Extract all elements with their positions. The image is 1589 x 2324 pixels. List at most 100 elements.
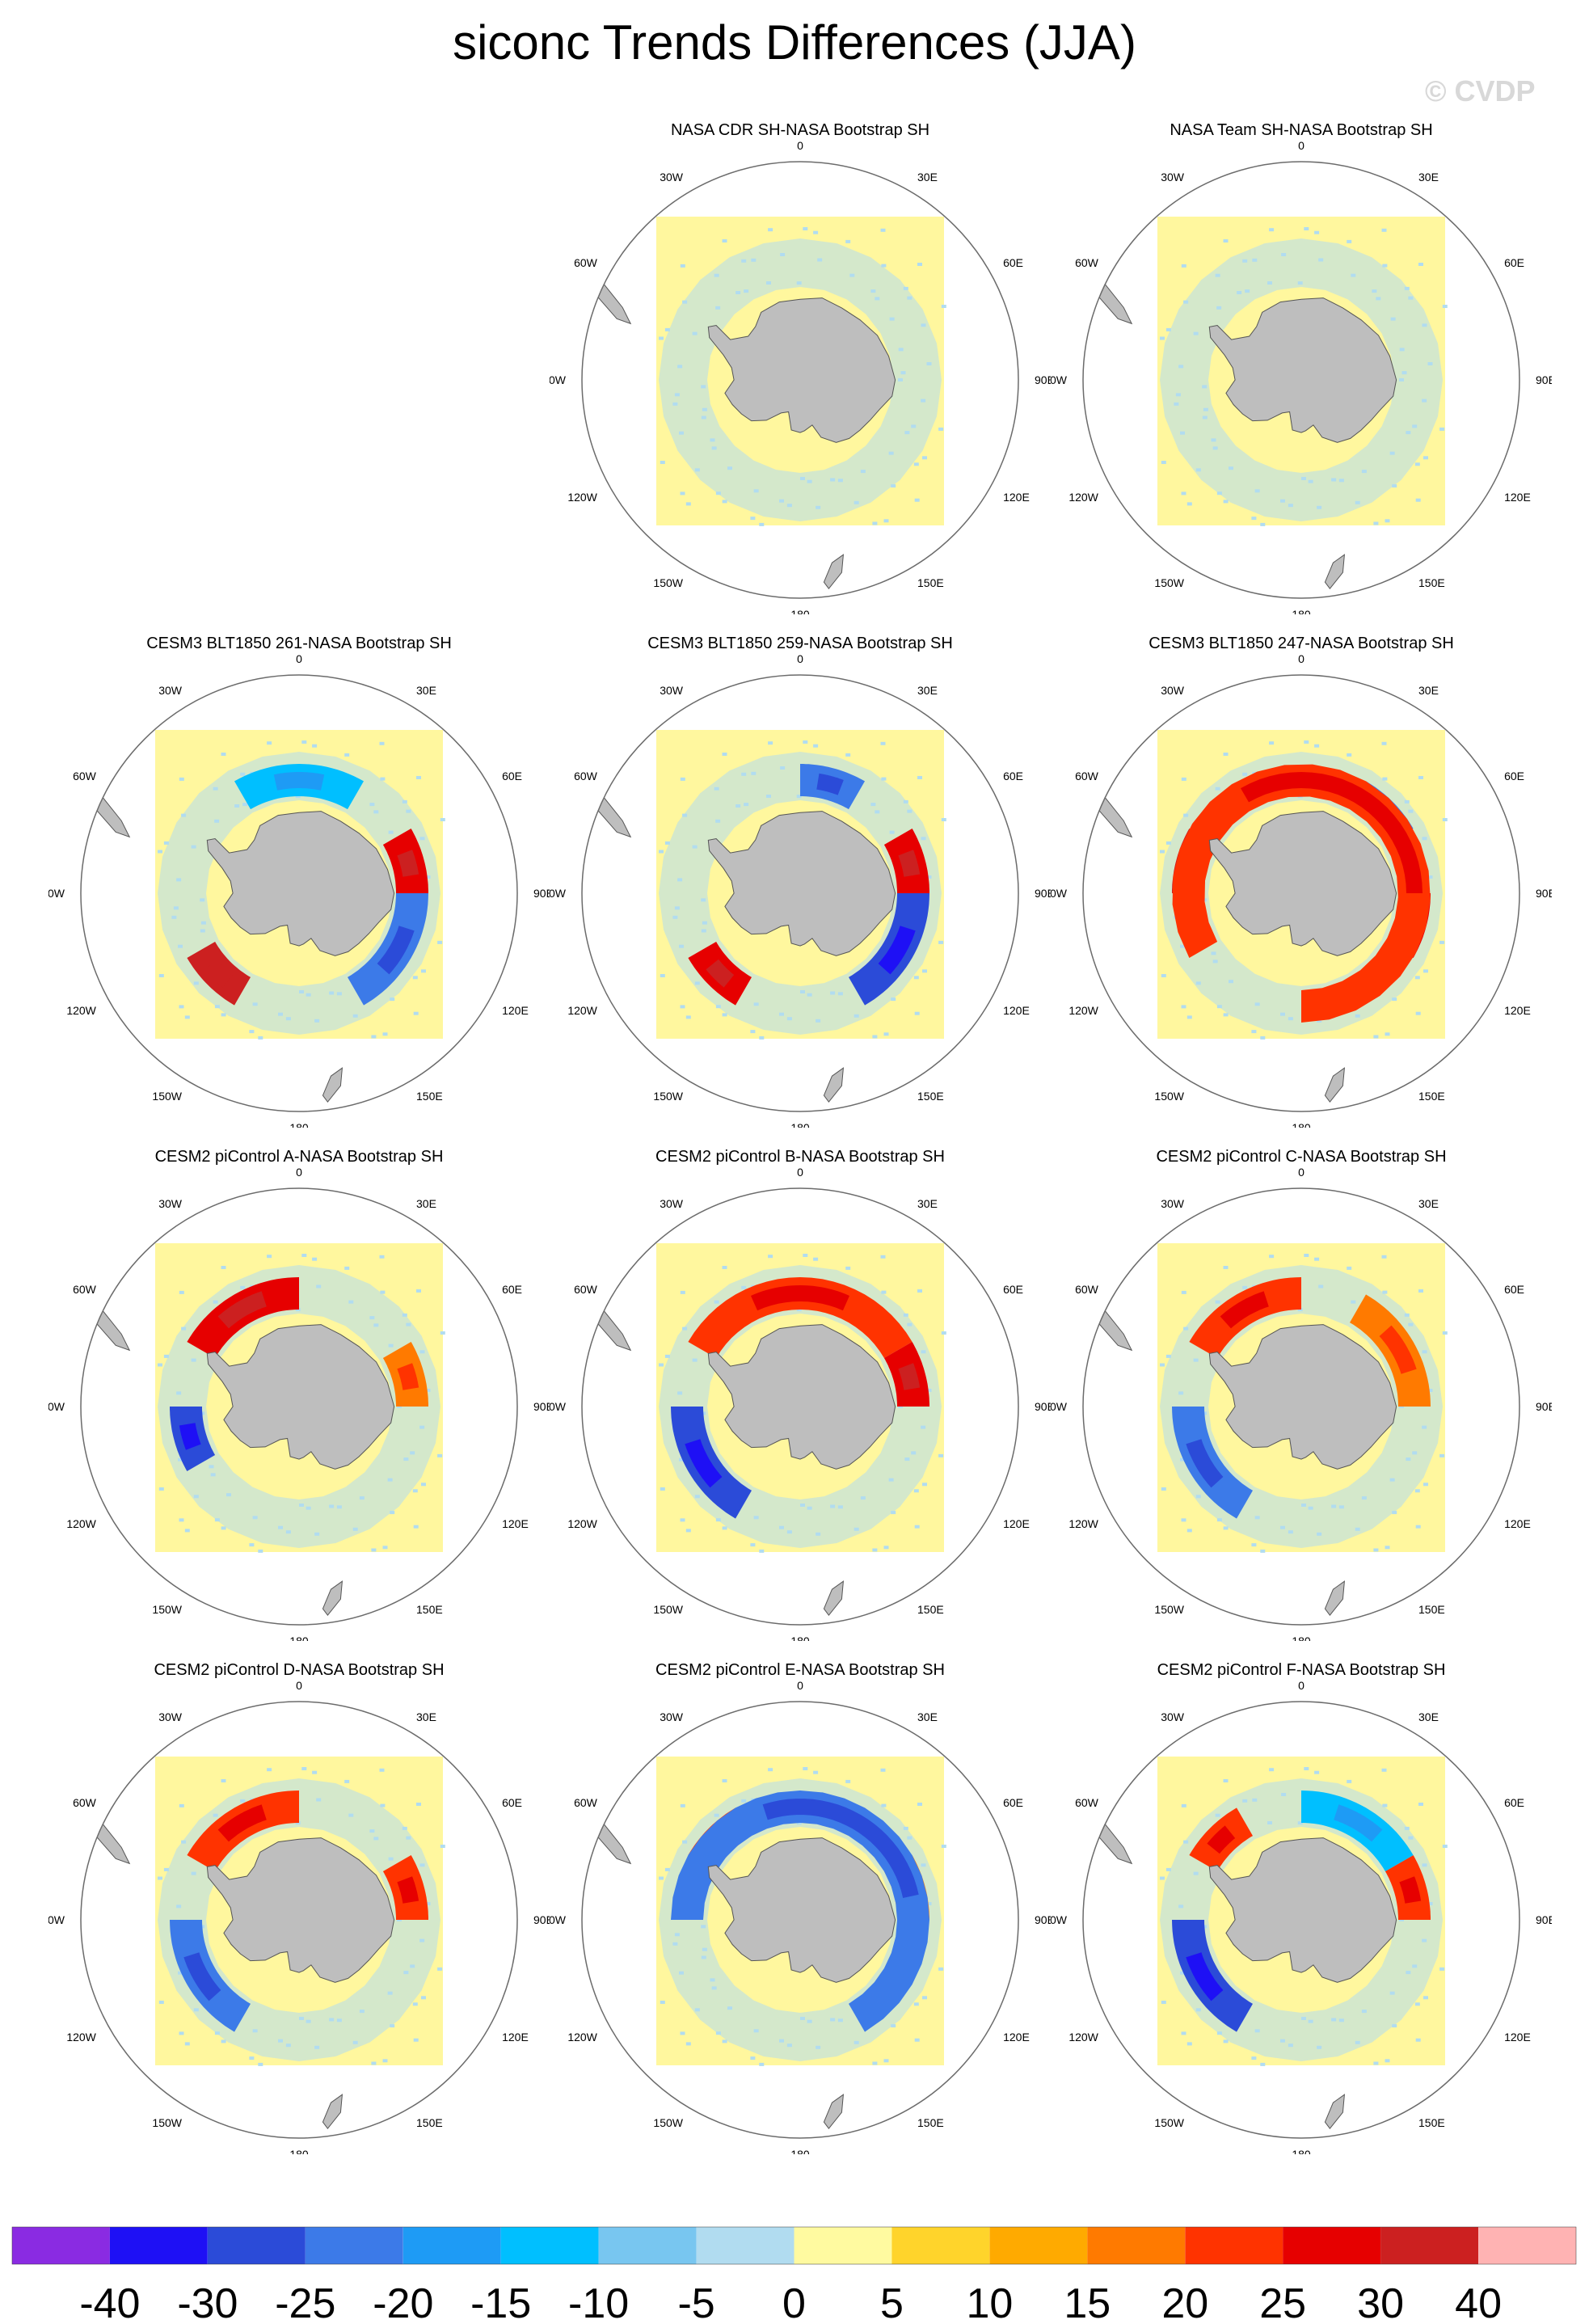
anomaly-core [377,926,415,975]
speckle [672,1942,678,1946]
speckle [440,1845,445,1848]
anomaly-core [397,1363,419,1390]
speckle [682,1326,688,1331]
speckle [837,2018,843,2022]
speckle [891,484,896,488]
longitude-label: 150E [1418,2116,1445,2129]
new-zealand [823,554,845,590]
speckle [800,477,805,480]
speckle [1385,1032,1390,1036]
longitude-label: 150W [152,2116,182,2129]
speckle [1406,1971,1411,1975]
map-panel: CESM3 BLT1850 247-NASA Bootstrap SH 0 30E 6… [1051,513,1552,1128]
longitude-label: 180 [289,2148,309,2154]
speckle [213,787,218,791]
speckle [221,2039,226,2044]
speckle [214,1005,220,1009]
speckle [1423,969,1428,973]
speckle [664,1354,670,1358]
speckle [387,1478,393,1482]
speckle [813,1257,819,1261]
anomaly-core [898,1363,921,1390]
longitude-label: 150E [416,2116,443,2129]
speckle [158,974,164,977]
speckle [845,239,851,243]
map-panel: CESM3 BLT1850 259-NASA Bootstrap SH 0 30E 6… [550,513,1051,1128]
speckle [425,1389,431,1392]
map-border [581,674,1019,1112]
panel-title: CESM3 BLT1850 259-NASA Bootstrap SH [647,635,953,652]
speckle [1267,281,1272,285]
speckle [1193,331,1199,335]
speckle [1382,1290,1388,1294]
speckle [750,517,756,521]
speckle [880,1768,886,1772]
speckle [1404,1313,1410,1317]
speckle [889,830,895,834]
speckle [1314,1257,1320,1261]
speckle [1308,1506,1313,1510]
colorbar-tick-label: 15 [1064,2280,1111,2324]
anomaly-core [816,773,844,795]
speckle [344,1779,350,1783]
speckle [316,1798,322,1802]
speckle [359,1496,365,1500]
anomaly-core [898,850,921,877]
new-zealand [1324,554,1346,590]
longitude-label: 150E [416,1090,443,1103]
speckle [437,1453,443,1457]
speckle [1288,2044,1293,2048]
speckle [786,1530,792,1534]
speckle [796,795,802,799]
antarctica-landmass [707,1324,896,1470]
speckle [1442,818,1448,821]
speckle [1399,348,1405,352]
longitude-label: 30E [1418,684,1439,697]
speckle [1237,291,1242,294]
speckle [1180,1971,1185,1975]
speckle [1301,1504,1306,1507]
speckle [702,1947,707,1951]
south-america-tip [86,795,131,838]
speckle [1347,239,1352,243]
speckle [1439,940,1445,944]
speckle [714,787,719,791]
speckle [278,2039,283,2043]
speckle [1161,974,1166,977]
longitude-label: 90E [533,887,550,900]
speckle [903,799,908,803]
speckle [390,998,395,1002]
speckle [888,1478,894,1482]
speckle [1242,1799,1248,1803]
speckle [1385,1546,1390,1550]
longitude-label: 90W [550,1400,567,1413]
speckle [1439,1967,1445,1971]
speckle [285,1530,291,1534]
speckle [750,1543,756,1547]
speckle [701,929,706,933]
polar-map: 0 30E 60E 90E 120E 150E 180 150W 120W 90W 60W 30W [550,1166,1051,1641]
longitude-label: 90W [48,887,65,900]
speckle [403,1457,409,1461]
speckle [711,446,717,450]
anomaly-core [397,850,419,877]
speckle [234,804,240,808]
speckle [421,1996,426,2000]
speckle [410,1451,415,1455]
speckle [1427,362,1433,365]
speckle [1180,1457,1185,1461]
speckle [1382,777,1388,781]
speckle [845,1266,851,1270]
speckle [402,1826,407,1830]
speckle [1180,944,1185,948]
speckle [382,2059,388,2063]
speckle [1202,385,1208,389]
speckle [1212,960,1218,964]
speckle [872,1035,878,1039]
speckle [1351,1300,1356,1304]
longitude-label: 150E [917,1090,944,1103]
longitude-label: 120W [66,2031,96,2044]
speckle [193,1495,199,1499]
speckle [380,1803,386,1807]
speckle [252,1002,258,1006]
